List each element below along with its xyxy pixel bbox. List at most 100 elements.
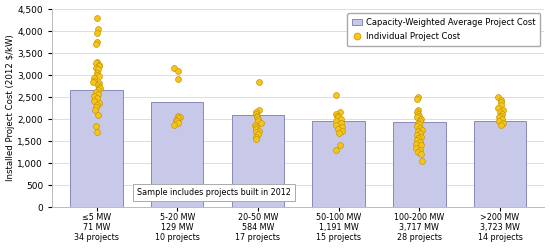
Point: [332, 114, 341, 118]
Point: [251, 127, 260, 131]
Point: [336, 110, 344, 114]
Point: [95, 74, 103, 78]
Point: [170, 66, 179, 70]
Point: [416, 148, 425, 152]
Point: [92, 130, 101, 134]
Point: [337, 124, 346, 128]
Point: [416, 117, 425, 121]
Point: [174, 122, 183, 125]
Point: [94, 92, 103, 95]
Point: [418, 159, 427, 163]
Point: [92, 61, 101, 65]
Point: [499, 108, 508, 112]
Point: [251, 112, 260, 116]
Point: [414, 129, 422, 133]
Point: [172, 119, 181, 123]
Point: [253, 119, 262, 123]
Point: [252, 115, 261, 119]
Point: [336, 143, 345, 147]
Point: [415, 126, 424, 130]
Point: [415, 122, 424, 126]
Point: [252, 130, 261, 134]
Point: [334, 127, 343, 131]
Point: [252, 124, 261, 128]
Point: [95, 86, 104, 90]
Legend: Capacity-Weighted Average Project Cost, Individual Project Cost: Capacity-Weighted Average Project Cost, …: [348, 13, 540, 46]
Point: [414, 95, 422, 99]
Point: [414, 114, 423, 118]
Point: [498, 122, 507, 125]
Point: [412, 115, 421, 119]
Point: [252, 110, 261, 114]
Point: [92, 124, 101, 128]
Point: [412, 133, 421, 137]
Point: [412, 110, 421, 114]
Point: [91, 66, 100, 70]
Point: [94, 113, 103, 117]
Point: [496, 110, 504, 114]
Point: [92, 103, 101, 107]
Point: [92, 42, 101, 46]
Point: [332, 93, 340, 97]
Point: [494, 106, 503, 110]
Point: [494, 95, 503, 99]
Point: [92, 40, 101, 44]
Point: [174, 114, 183, 118]
Point: [412, 124, 421, 128]
Point: [337, 121, 345, 124]
Point: [251, 137, 260, 141]
Point: [414, 136, 422, 140]
Point: [498, 112, 507, 116]
Point: [498, 117, 507, 121]
Point: [93, 31, 102, 35]
Point: [413, 138, 422, 142]
Point: [174, 69, 183, 73]
Point: [496, 103, 505, 107]
Point: [414, 112, 422, 116]
Point: [416, 135, 425, 139]
Point: [252, 135, 261, 139]
Point: [412, 146, 421, 150]
Point: [175, 115, 184, 119]
Bar: [70, 91, 123, 207]
Point: [412, 97, 421, 101]
Point: [495, 119, 504, 123]
Point: [172, 118, 181, 122]
Point: [255, 80, 263, 84]
Point: [412, 142, 421, 146]
Point: [416, 131, 425, 135]
Point: [94, 67, 103, 71]
Point: [251, 123, 260, 127]
Point: [174, 116, 183, 120]
Point: [93, 96, 102, 100]
Point: [494, 115, 503, 119]
Point: [337, 128, 346, 132]
Point: [496, 98, 505, 102]
Point: [332, 123, 340, 127]
Point: [336, 117, 345, 121]
Point: [90, 79, 98, 83]
Point: [89, 76, 98, 80]
Point: [93, 60, 102, 64]
Bar: [393, 122, 446, 207]
Point: [332, 119, 340, 123]
Point: [331, 148, 340, 152]
Point: [414, 121, 422, 124]
Point: [92, 71, 101, 75]
Point: [414, 108, 422, 112]
Point: [496, 100, 505, 104]
Point: [94, 88, 103, 92]
Point: [89, 80, 98, 84]
Point: [415, 140, 424, 144]
Point: [95, 101, 104, 105]
Point: [257, 121, 266, 125]
Point: [92, 16, 101, 20]
Point: [416, 152, 425, 156]
Point: [92, 73, 101, 77]
Bar: [474, 121, 526, 207]
Point: [496, 123, 505, 127]
Point: [415, 119, 424, 123]
Point: [95, 62, 103, 66]
Point: [255, 108, 263, 112]
Point: [95, 64, 104, 68]
